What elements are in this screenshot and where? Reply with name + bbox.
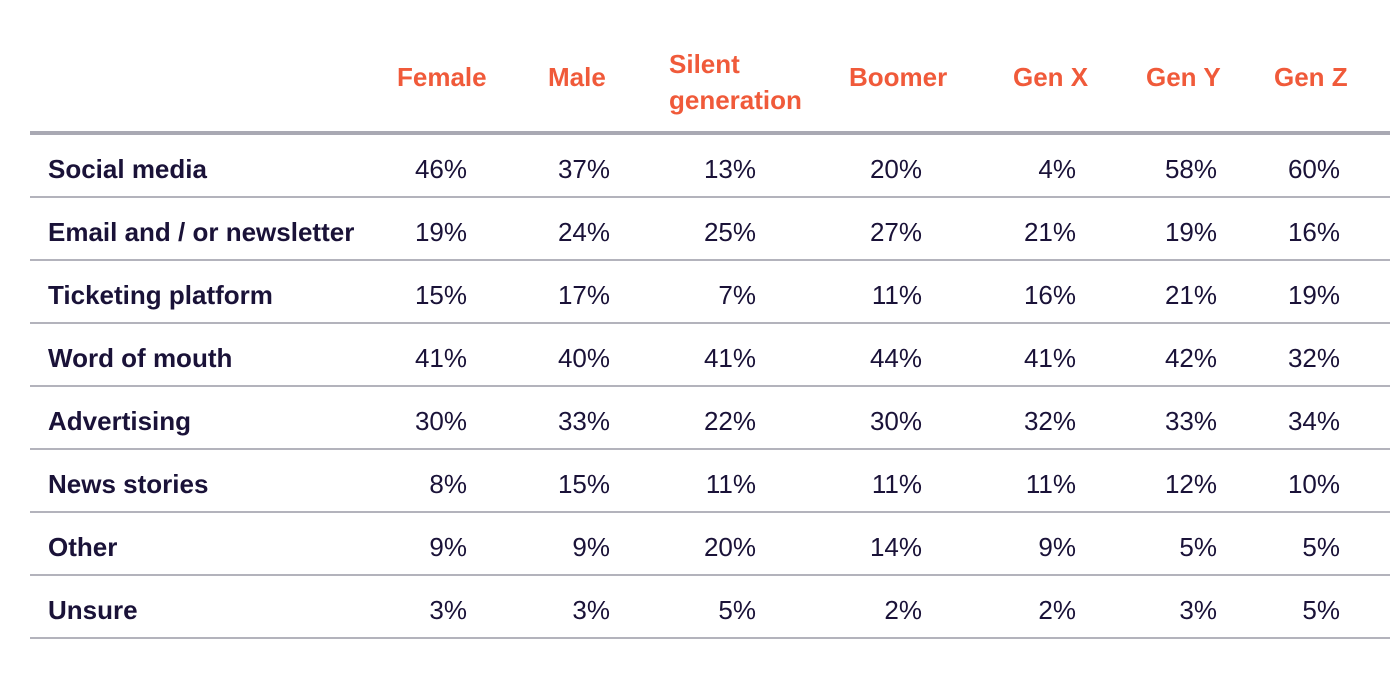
table-row: Advertising 30% 33% 22% 30% 32% 33% 34% [30,387,1390,450]
table-cell: 11% [1025,469,1076,499]
table-row: Social media 46% 37% 13% 20% 4% 58% 60% [30,135,1390,198]
table-row: Word of mouth 41% 40% 41% 44% 41% 42% 32% [30,324,1390,387]
table-cell: 30% [869,406,922,436]
row-label: Social media [48,154,207,184]
column-header-line: Gen X [1013,62,1089,92]
table-cell: 60% [1287,154,1340,184]
table-cell: 44% [869,343,922,373]
table-cell: 9% [429,532,467,562]
table-row: Email and / or newsletter 19% 24% 25% 27% 21%… [30,198,1390,261]
column-header: Silent generation [669,46,802,118]
row-label: Ticketing platform [48,280,273,310]
header-divider [30,131,1390,135]
column-header-line: Male [548,62,606,92]
column-header-line: generation [669,85,802,115]
table-cell: 27% [869,217,922,247]
table-cell: 5% [1179,532,1217,562]
row-label: Email and / or newsletter [48,217,355,247]
row-label: Advertising [48,406,192,436]
table-cell: 40% [557,343,610,373]
table-header: Female Male Silent generation Boomer Gen X Gen… [0,0,1390,132]
table-cell: 4% [1038,154,1076,184]
column-header: Gen Y [1146,59,1221,95]
table-cell: 8% [429,469,467,499]
table-cell: 41% [1023,343,1076,373]
column-header: Female [397,59,487,95]
table-cell: 32% [1287,343,1340,373]
column-header: Gen Z [1274,59,1348,95]
column-header: Boomer [849,59,947,95]
table-body: Social media 46% 37% 13% 20% 4% 58% 60% Email an… [30,135,1390,639]
table-cell: 21% [1164,280,1217,310]
table-cell: 19% [1287,280,1340,310]
table-cell: 24% [557,217,610,247]
table-cell: 5% [1302,532,1340,562]
column-header-line: Boomer [849,62,948,92]
table-cell: 2% [884,595,922,625]
table-cell: 3% [1179,595,1217,625]
table-cell: 16% [1287,217,1340,247]
table-cell: 16% [1023,280,1076,310]
table-cell: 19% [1164,217,1217,247]
column-header-line: Gen Z [1274,62,1348,92]
table-cell: 22% [703,406,756,436]
row-label: Unsure [48,595,138,625]
table-cell: 11% [705,469,756,499]
table-cell: 25% [703,217,756,247]
column-header: Gen X [1013,59,1088,95]
table-cell: 9% [1038,532,1076,562]
table-cell: 9% [572,532,610,562]
table-cell: 33% [1164,406,1217,436]
column-header-line: Silent [669,49,740,79]
table-cell: 19% [414,217,467,247]
table-cell: 58% [1164,154,1217,184]
table-cell: 20% [869,154,922,184]
table-cell: 41% [414,343,467,373]
table-row: Ticketing platform 15% 17% 7% 11% 16% 21% 19% [30,261,1390,324]
table-cell: 37% [557,154,610,184]
table-cell: 13% [703,154,756,184]
table-cell: 20% [703,532,756,562]
column-header: Male [548,59,606,95]
table-cell: 21% [1023,217,1076,247]
table-cell: 15% [557,469,610,499]
table-cell: 41% [703,343,756,373]
table-cell: 5% [1302,595,1340,625]
table-cell: 12% [1164,469,1217,499]
table-cell: 17% [557,280,610,310]
row-label: Word of mouth [48,343,233,373]
table-cell: 30% [414,406,467,436]
table-cell: 10% [1287,469,1340,499]
table-cell: 34% [1287,406,1340,436]
table-cell: 5% [718,595,756,625]
table-row: Other 9% 9% 20% 14% 9% 5% 5% [30,513,1390,576]
table-row: News stories 8% 15% 11% 11% 11% 12% 10% [30,450,1390,513]
table-cell: 11% [871,469,922,499]
column-header-line: Gen Y [1146,62,1221,92]
table-cell: 46% [414,154,467,184]
row-label: Other [48,532,118,562]
table-cell: 7% [718,280,756,310]
table-row: Unsure 3% 3% 5% 2% 2% 3% 5% [30,576,1390,639]
table-cell: 3% [572,595,610,625]
table-cell: 3% [429,595,467,625]
table-cell: 33% [557,406,610,436]
table-cell: 15% [414,280,467,310]
row-label: News stories [48,469,209,499]
table-cell: 32% [1023,406,1076,436]
table-cell: 11% [871,280,922,310]
column-header-line: Female [397,62,487,92]
table-cell: 14% [869,532,922,562]
table-cell: 2% [1038,595,1076,625]
table-cell: 42% [1164,343,1217,373]
